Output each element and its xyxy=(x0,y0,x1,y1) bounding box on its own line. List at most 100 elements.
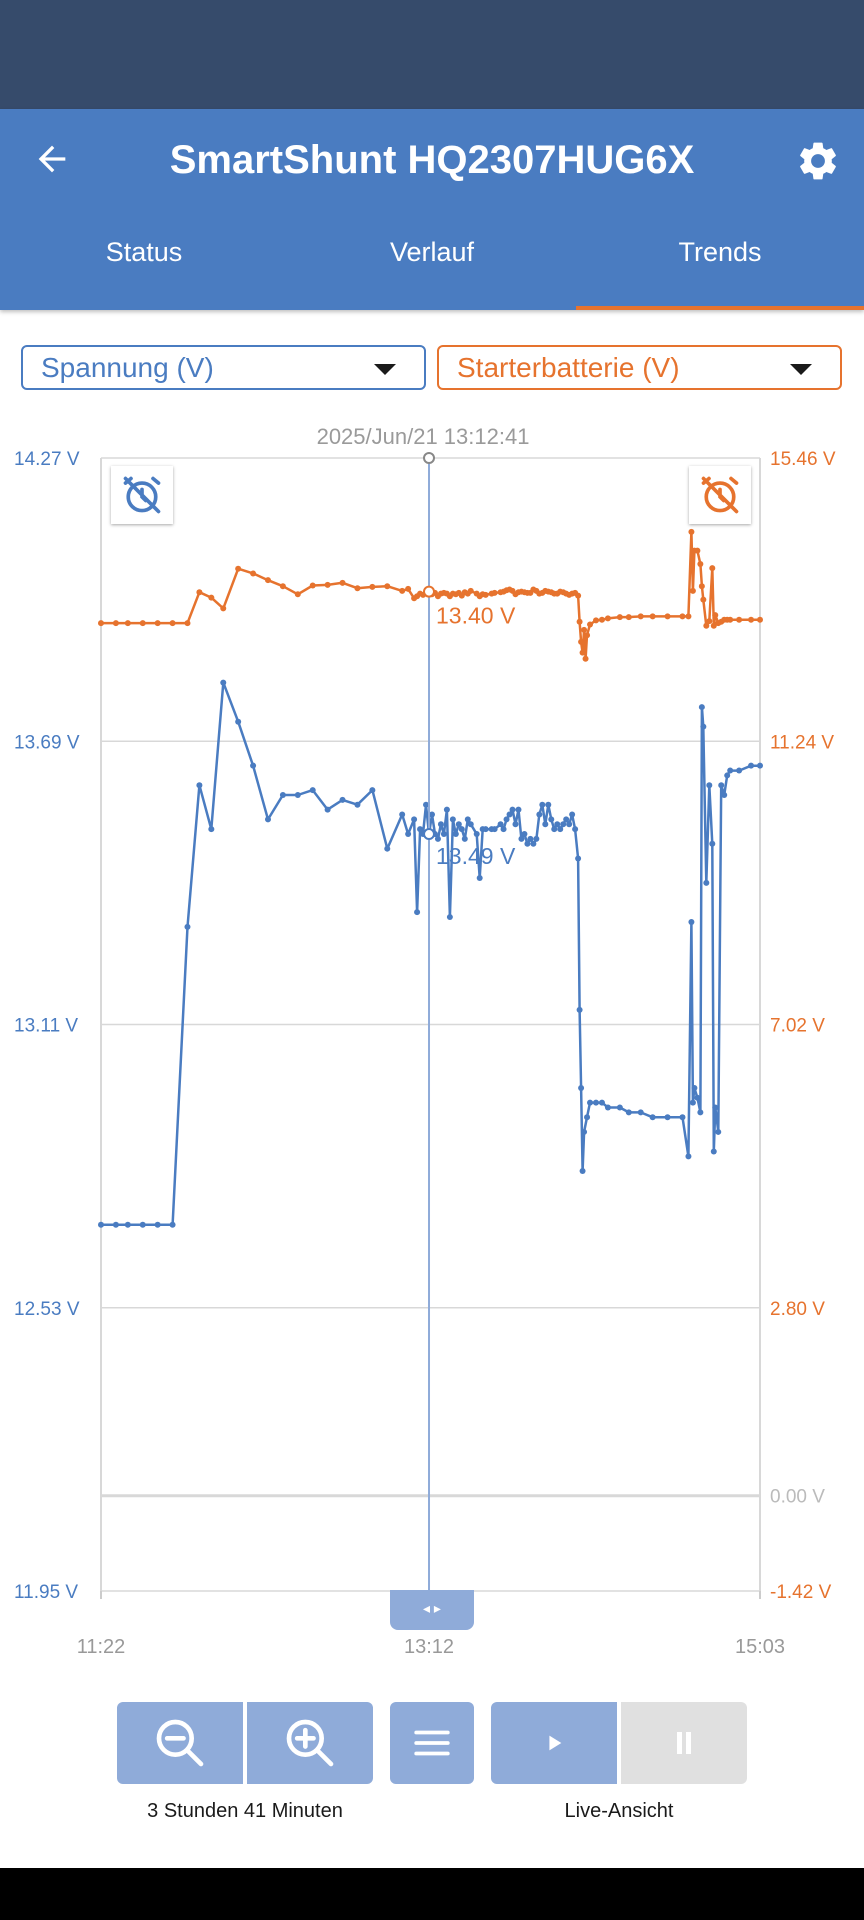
voltage-point xyxy=(724,772,731,779)
starter-battery-point xyxy=(582,655,589,662)
voltage-point xyxy=(689,1099,696,1106)
voltage-point xyxy=(539,801,546,808)
voltage-point xyxy=(697,1109,704,1116)
starter-battery-point xyxy=(685,613,692,620)
tab-trends[interactable]: Trends xyxy=(576,231,864,310)
starter-battery-point xyxy=(250,570,257,577)
starter-battery-point xyxy=(220,605,227,612)
voltage-point xyxy=(449,816,456,823)
zoom-in-icon xyxy=(286,1719,334,1767)
starter-battery-point xyxy=(405,585,412,592)
starter-battery-point xyxy=(703,622,710,629)
voltage-point xyxy=(688,918,695,925)
starter-battery-point xyxy=(736,616,743,623)
voltage-point xyxy=(139,1221,146,1228)
zoom-in-button[interactable] xyxy=(247,1702,373,1784)
voltage-point xyxy=(500,826,507,833)
voltage-point xyxy=(576,1006,583,1013)
starter-battery-point xyxy=(279,583,286,590)
starter-battery-point xyxy=(294,591,301,598)
voltage-point xyxy=(154,1221,161,1228)
voltage-point xyxy=(169,1221,176,1228)
voltage-point xyxy=(455,821,462,828)
pause-icon xyxy=(677,1732,691,1754)
app-bar: SmartShunt HQ2307HUG6X Status Verlauf Tr… xyxy=(0,109,864,310)
voltage-point xyxy=(545,801,552,808)
alarm-off-icon xyxy=(123,476,161,514)
voltage-point xyxy=(563,816,570,823)
voltage-point xyxy=(98,1221,104,1228)
voltage-point xyxy=(467,821,474,828)
right-series-select[interactable]: Starterbatterie (V) xyxy=(437,345,842,390)
voltage-point xyxy=(625,1109,632,1116)
voltage-point xyxy=(524,840,531,847)
starter-battery-point xyxy=(584,632,591,639)
starter-battery-point xyxy=(664,613,671,620)
voltage-point xyxy=(458,826,465,833)
left-series-select[interactable]: Spannung (V) xyxy=(21,345,426,390)
left-series-value: Spannung (V) xyxy=(41,351,214,383)
tab-status[interactable]: Status xyxy=(105,237,183,267)
tab-verlauf[interactable]: Verlauf xyxy=(389,237,475,267)
live-pause-button[interactable] xyxy=(621,1702,747,1784)
starter-battery-point xyxy=(575,592,582,599)
voltage-point xyxy=(417,826,424,833)
voltage-point xyxy=(440,831,447,838)
cursor-scrub-handle[interactable]: ◂ ▸ xyxy=(390,1590,474,1630)
live-view-caption: Live-Ansicht xyxy=(564,1800,674,1822)
menu-button[interactable] xyxy=(390,1702,474,1784)
voltage-point xyxy=(184,923,191,930)
voltage-point xyxy=(548,816,555,823)
zoom-out-button[interactable] xyxy=(117,1702,243,1784)
starter-battery-point xyxy=(748,616,755,623)
voltage-point xyxy=(405,831,412,838)
voltage-point xyxy=(721,791,728,798)
x-tick-label: 13:12 xyxy=(404,1636,454,1658)
voltage-point xyxy=(384,845,391,852)
starter-battery-point xyxy=(324,581,331,588)
voltage-point xyxy=(503,816,510,823)
voltage-point xyxy=(491,826,498,833)
voltage-point xyxy=(554,821,561,828)
starter-battery-point xyxy=(369,583,376,590)
voltage-point xyxy=(542,821,549,828)
cursor-starter-marker xyxy=(423,585,436,598)
menu-icon xyxy=(414,1730,450,1756)
voltage-point xyxy=(324,806,331,813)
live-play-button[interactable] xyxy=(491,1702,617,1784)
voltage-point xyxy=(748,762,755,769)
starter-battery-point xyxy=(727,616,734,623)
starter-battery-point xyxy=(354,585,361,592)
voltage-point xyxy=(264,816,271,823)
starter-battery-point xyxy=(625,614,632,621)
voltage-point xyxy=(685,1153,692,1160)
voltage-point xyxy=(579,1168,586,1175)
starter-battery-point xyxy=(712,612,719,619)
starter-battery-point xyxy=(196,589,203,596)
starter-battery-point xyxy=(698,583,705,590)
trend-chart[interactable]: 14.27 V 13.69 V 13.11 V 12.53 V 11.95 V 15.46… xyxy=(0,420,864,1660)
starter-battery-point xyxy=(576,618,583,625)
voltage-point xyxy=(434,835,441,842)
voltage-point xyxy=(443,806,450,813)
starter-battery-point xyxy=(581,626,588,633)
right-alarm-toggle[interactable] xyxy=(689,466,751,524)
y-right-tick-label: 7.02 V xyxy=(770,1016,825,1037)
voltage-point xyxy=(584,1114,591,1121)
voltage-point xyxy=(710,1148,717,1155)
voltage-point xyxy=(414,909,421,916)
starter-battery-point xyxy=(757,616,763,623)
starter-battery-point xyxy=(710,622,717,629)
voltage-point xyxy=(339,796,346,803)
left-alarm-toggle[interactable] xyxy=(111,466,173,524)
settings-button[interactable] xyxy=(790,133,846,189)
starter-battery-point xyxy=(169,620,176,627)
voltage-point xyxy=(700,723,707,730)
x-tick-label: 11:22 xyxy=(77,1636,126,1658)
starter-battery-point xyxy=(184,620,191,627)
back-button[interactable] xyxy=(24,131,80,187)
x-tick-label: 15:03 xyxy=(735,1636,785,1658)
voltage-point xyxy=(294,791,301,798)
y-right-tick-label: 15.46 V xyxy=(770,449,836,470)
starter-battery-point xyxy=(124,620,131,627)
